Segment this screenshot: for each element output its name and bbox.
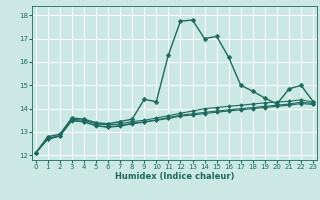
X-axis label: Humidex (Indice chaleur): Humidex (Indice chaleur) bbox=[115, 172, 234, 181]
